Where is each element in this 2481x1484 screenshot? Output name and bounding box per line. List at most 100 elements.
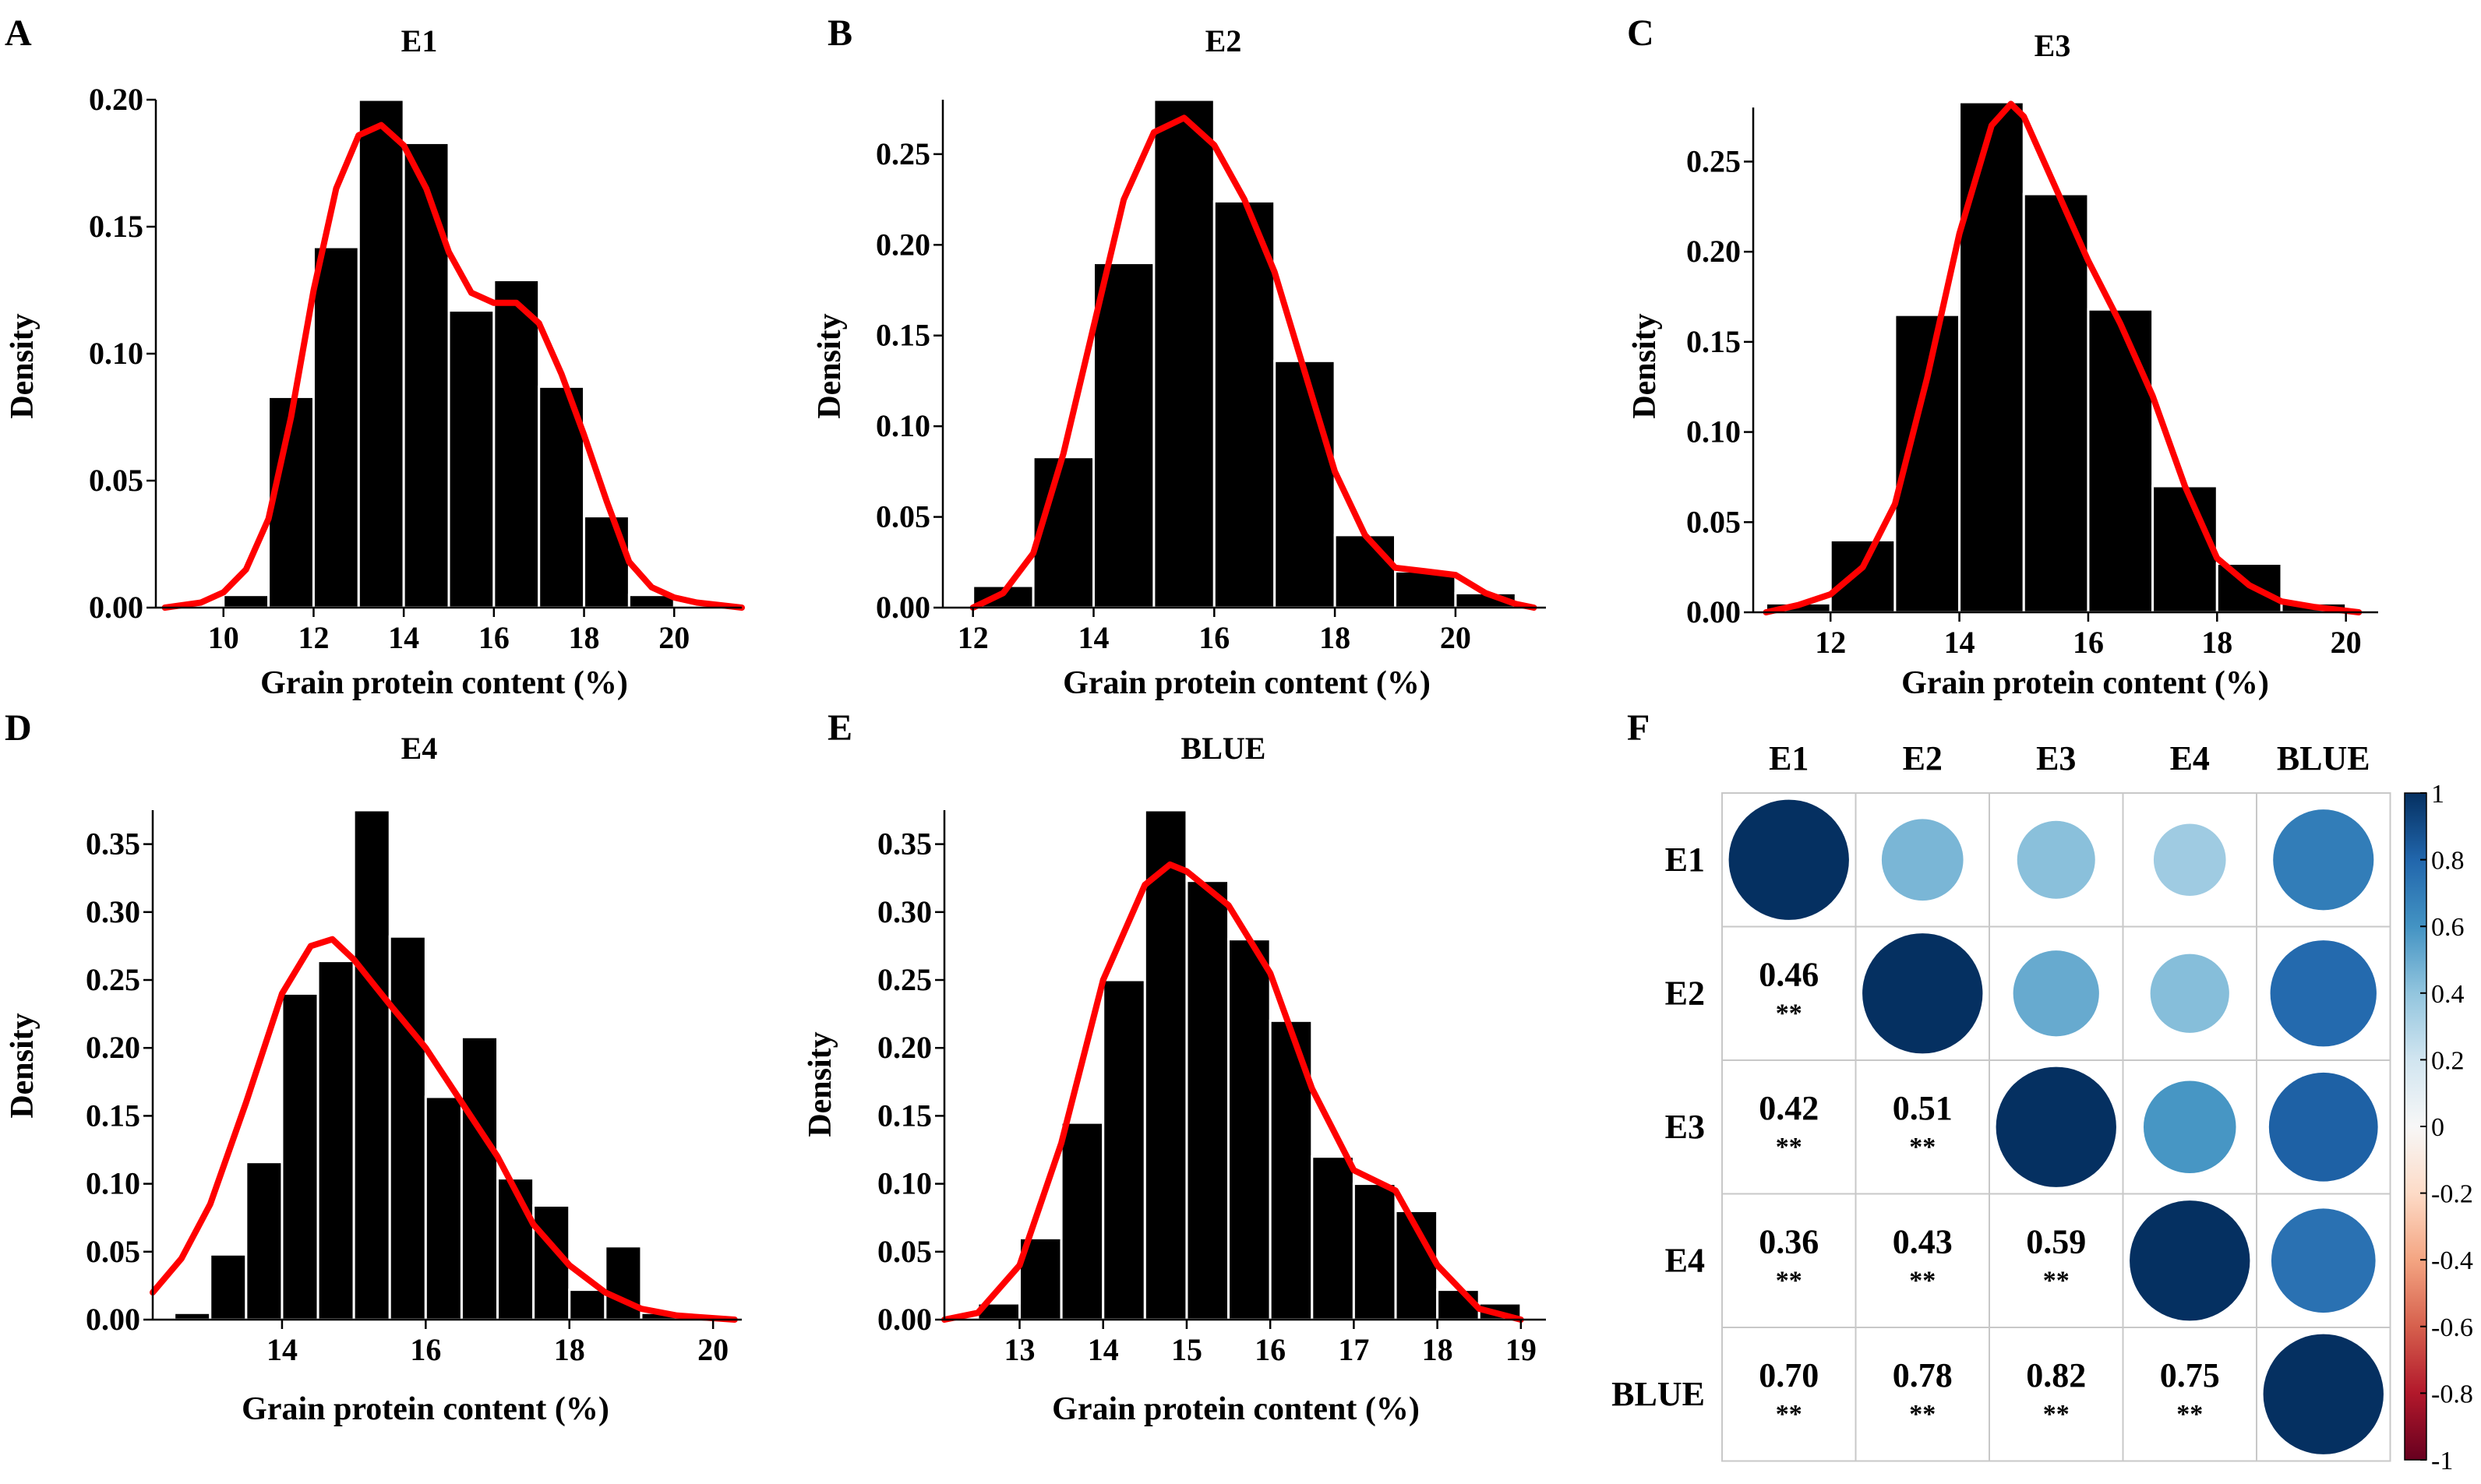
panel-letter-e: E [828,707,852,749]
histogram-bar [1958,100,2025,614]
panel-letter-a: A [5,12,32,54]
histogram-bar [492,278,541,609]
y-tick-label: 0.20 [89,82,143,117]
panel-a-ylabel: Density [5,313,41,418]
x-tick-label: 20 [1440,620,1471,655]
histogram-bar [1212,199,1276,609]
panel-e-plot: 0.00 0.05 0.10 0.15 0.20 0.25 0.30 0.35 13 14 15 16… [877,809,1546,1367]
histogram-bar [1143,809,1188,1321]
x-tick-label: 16 [2073,625,2104,660]
correlation-circle [2153,823,2226,897]
panel-c-ylabel: Density [1627,313,1663,418]
x-tick-label: 16 [1198,620,1230,655]
matrix-cell [1721,1327,1857,1462]
correlation-circle [2263,1334,2384,1454]
correlation-value: 0.59 [2026,1222,2086,1260]
correlation-circle [2273,809,2374,911]
histogram-bar [496,1177,535,1321]
y-tick-label: 0.30 [86,894,140,929]
x-tick-label: 19 [1505,1332,1537,1367]
y-tick-label: 0.20 [86,1030,140,1065]
significance-marker: ** [1776,999,1802,1028]
significance-marker: ** [2043,1266,2070,1295]
histogram-bar [1273,359,1336,609]
significance-marker: ** [1909,1400,1936,1429]
panel-letter-c: C [1627,12,1654,54]
y-tick-label: 0.15 [89,209,143,244]
y-tick-label: 0.20 [876,227,930,262]
density-curve [161,122,745,611]
y-tick-label: 0.20 [877,1030,932,1065]
histogram-bar [2151,485,2218,614]
histogram-bar [1060,1121,1105,1321]
histogram-bar [1092,262,1156,609]
x-tick-label: 14 [266,1332,298,1367]
histogram-bar [209,1253,248,1321]
svg-text:Density: Density [812,313,848,418]
panel-d-plot: 0.00 0.05 0.10 0.15 0.20 0.25 0.30 0.35 14 16 18 20 [86,809,742,1367]
x-tick-label: 20 [2331,625,2362,660]
colorbar-tick-label: -0.8 [2431,1380,2473,1408]
histogram-bar [1227,938,1272,1321]
histogram-bar [1152,98,1216,609]
correlation-value: 0.43 [1893,1222,1953,1260]
colorbar-tick-label: -1 [2431,1447,2453,1475]
histogram-bar [281,992,319,1321]
correlation-circle [2143,1080,2236,1174]
significance-marker: ** [1776,1266,1802,1295]
x-tick-label: 18 [569,620,600,655]
y-tick-label: 0.10 [1686,414,1741,449]
panel-c-xlabel: Grain protein content (%) [1901,665,2269,701]
matrix-cell [1855,1327,1990,1462]
panel-e-title: BLUE [1181,731,1266,766]
y-tick-label: 0.10 [876,408,930,443]
x-tick-label: 12 [298,620,329,655]
y-tick-label: 0.00 [1686,594,1741,629]
y-tick-label: 0.05 [86,1234,140,1269]
matrix-column-label: E3 [2036,739,2076,777]
y-tick-label: 0.15 [876,318,930,353]
correlation-value: 0.70 [1759,1356,1819,1394]
correlation-value: 0.78 [1893,1356,1953,1394]
panel-a-title: E1 [401,23,438,58]
panel-letter-d: D [5,707,32,749]
correlation-value: 0.42 [1759,1089,1819,1127]
y-tick-label: 0.20 [1686,234,1741,269]
significance-marker: ** [1776,1133,1802,1161]
x-tick-label: 18 [1422,1332,1453,1367]
y-tick-label: 0.30 [877,894,932,929]
colorbar-tick-label: -0.2 [2431,1180,2473,1209]
matrix-cell [1721,1059,1857,1195]
histogram-bar [583,515,630,609]
panel-d: D E4 Density Grain protein content (%) 0… [5,707,742,1427]
x-tick-label: 16 [1255,1332,1286,1367]
panel-f: F 0.46**0.42**0.51**0.36**0.43**0.59**0.… [1611,707,2473,1475]
x-tick-label: 16 [478,620,510,655]
correlation-value: 0.82 [2026,1356,2086,1394]
colorbar-tick-label: 0.8 [2431,847,2465,876]
y-tick-label: 0.00 [876,590,930,625]
panel-c: C E3 Density Grain protein content (%) 0… [1627,12,2378,701]
correlation-circle [2150,953,2229,1033]
x-tick-label: 18 [2201,625,2232,660]
significance-marker: ** [2043,1400,2070,1429]
panel-letter-f: F [1627,707,1650,749]
matrix-cell [1721,925,1857,1061]
correlation-circle [1996,1066,2116,1187]
y-tick-label: 0.00 [877,1302,932,1337]
panel-e: E BLUE Density Grain protein content (%)… [803,707,1546,1427]
histogram-bar [357,98,405,609]
histogram-bar [2022,192,2090,614]
panel-c-plot: 0.00 0.05 0.10 0.15 0.20 0.25 12 14 16 18 20 [1686,100,2378,660]
x-tick-label: 20 [658,620,690,655]
correlation-circle [2017,820,2095,899]
colorbar-tick-label: 0 [2431,1113,2444,1142]
histogram-bar [316,960,355,1321]
panel-a: A E1 Density Grain protein content (%) 0… [5,12,745,701]
panel-b-title: E2 [1205,23,1242,58]
significance-marker: ** [1776,1400,1802,1429]
panel-b-xlabel: Grain protein content (%) [1063,665,1431,701]
matrix-row-label: E1 [1665,841,1705,879]
correlation-circle [2013,950,2099,1037]
